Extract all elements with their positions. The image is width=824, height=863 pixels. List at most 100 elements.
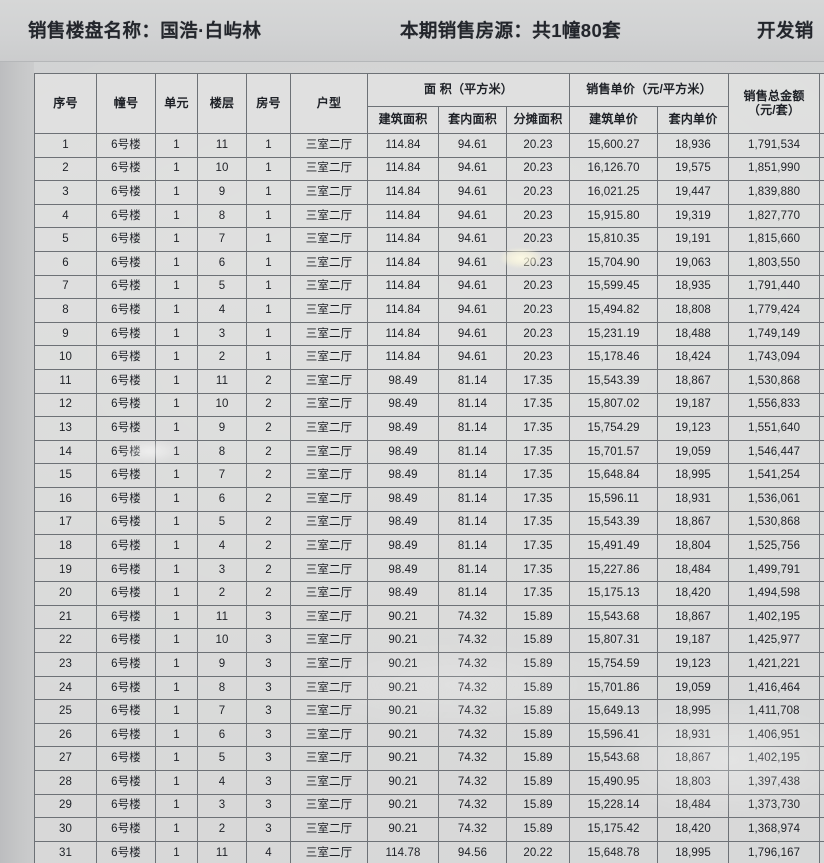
cell-status <box>819 486 824 512</box>
cell-total: 1,791,534 <box>728 133 821 158</box>
cell-area-inner: 74.32 <box>438 652 507 677</box>
cell-building: 6号楼 <box>96 486 156 512</box>
cell-floor: 2 <box>197 817 247 842</box>
table-row: 26 6号楼 1 6 3 三室二厅 90.21 74.32 15.89 15,596.41 18,9… <box>34 722 824 748</box>
table-row: 29 6号楼 1 3 3 三室二厅 90.21 74.32 15.89 15,228.14 18,4… <box>34 793 824 819</box>
table-row: 11 6号楼 1 11 2 三室二厅 98.49 81.14 17.35 15,543.39 18,… <box>34 368 824 394</box>
cell-area-shared: 17.35 <box>505 557 571 583</box>
cell-price-inner: 18,804 <box>657 534 730 559</box>
cell-unit: 1 <box>155 817 198 842</box>
cell-floor: 9 <box>197 652 247 677</box>
cell-status <box>819 510 824 536</box>
cell-area-inner: 94.61 <box>438 321 507 347</box>
cell-building: 6号楼 <box>96 274 156 300</box>
cell-room: 3 <box>246 652 291 677</box>
cell-area-build: 98.49 <box>367 534 439 559</box>
cell-room: 4 <box>246 840 291 863</box>
cell-area-build: 98.49 <box>367 463 439 488</box>
cell-area-build: 98.49 <box>367 486 439 512</box>
table-row: 25 6号楼 1 7 3 三室二厅 90.21 74.32 15.89 15,649.13 18,9… <box>34 699 824 724</box>
cell-price-build: 15,227.86 <box>569 557 659 583</box>
cell-area-build: 114.84 <box>367 203 439 229</box>
cell-price-build: 15,599.45 <box>569 274 659 300</box>
cell-area-shared: 20.23 <box>505 250 571 276</box>
cell-layout: 三室二厅 <box>290 770 368 795</box>
cell-price-build: 15,704.90 <box>569 250 659 276</box>
cell-area-shared: 20.23 <box>505 274 571 300</box>
cell-area-inner: 94.61 <box>438 298 507 323</box>
cell-total: 1,425,977 <box>728 628 821 654</box>
cell-area-build: 90.21 <box>367 699 439 724</box>
cell-area-shared: 20.23 <box>505 180 571 205</box>
cell-layout: 三室二厅 <box>290 581 368 606</box>
table-row: 6 6号楼 1 6 1 三室二厅 114.84 94.61 20.23 15,704.90 19,0… <box>34 250 824 276</box>
cell-price-inner: 18,488 <box>657 321 730 347</box>
cell-price-inner: 19,059 <box>657 439 730 465</box>
cell-price-inner: 18,931 <box>657 486 730 512</box>
col-header-floor: 楼层 <box>197 73 247 134</box>
cell-price-inner: 18,484 <box>657 793 730 819</box>
cell-unit: 1 <box>155 203 198 229</box>
cell-area-shared: 17.35 <box>505 392 571 418</box>
cell-area-build: 90.21 <box>367 604 439 630</box>
cell-layout: 三室二厅 <box>290 180 368 205</box>
sheet-banner: 销售楼盘名称：国浩·白屿林 本期销售房源：共1幢80套 开发销 <box>0 0 824 62</box>
cell-seq: 10 <box>34 345 97 370</box>
cell-seq: 22 <box>34 628 97 654</box>
cell-layout: 三室二厅 <box>290 628 368 654</box>
cell-building: 6号楼 <box>96 722 156 748</box>
cell-price-build: 15,231.19 <box>569 321 659 347</box>
cell-area-shared: 17.35 <box>505 581 571 606</box>
cell-status <box>819 274 824 300</box>
cell-floor: 5 <box>197 510 247 536</box>
cell-price-inner: 18,931 <box>657 722 730 748</box>
cell-unit: 1 <box>155 250 198 276</box>
cell-building: 6号楼 <box>96 439 156 465</box>
cell-building: 6号楼 <box>96 203 156 229</box>
cell-floor: 2 <box>197 581 247 606</box>
cell-building: 6号楼 <box>96 510 156 536</box>
cell-area-shared: 20.22 <box>505 840 571 863</box>
cell-area-inner: 94.61 <box>438 156 507 182</box>
cell-price-inner: 18,995 <box>657 840 730 863</box>
table-header: 序号 幢号 单元 楼层 房号 户型 面 积（平方米） 销售单价（元/平方米） 销… <box>34 73 824 134</box>
cell-status <box>819 463 824 488</box>
cell-floor: 6 <box>197 250 247 276</box>
cell-area-shared: 15.89 <box>505 817 571 842</box>
cell-room: 2 <box>246 486 291 512</box>
cell-price-inner: 18,867 <box>657 368 730 394</box>
cell-total: 1,541,254 <box>728 463 821 488</box>
cell-area-build: 90.21 <box>367 770 439 795</box>
cell-unit: 1 <box>155 463 198 488</box>
cell-seq: 14 <box>34 439 97 465</box>
cell-total: 1,402,195 <box>728 604 821 630</box>
cell-total: 1,525,756 <box>728 534 821 559</box>
table-row: 30 6号楼 1 2 3 三室二厅 90.21 74.32 15.89 15,175.42 18,4… <box>34 817 824 842</box>
cell-layout: 三室二厅 <box>290 368 368 394</box>
table-row: 12 6号楼 1 10 2 三室二厅 98.49 81.14 17.35 15,807.02 19,… <box>34 392 824 418</box>
cell-seq: 17 <box>34 510 97 536</box>
cell-building: 6号楼 <box>96 368 156 394</box>
cell-room: 1 <box>246 180 291 205</box>
cell-seq: 24 <box>34 675 97 701</box>
cell-total: 1,494,598 <box>728 581 821 606</box>
cell-area-shared: 17.35 <box>505 486 571 512</box>
cell-area-shared: 20.23 <box>505 345 571 370</box>
cell-status <box>819 345 824 370</box>
cell-price-build: 15,701.57 <box>569 439 659 465</box>
cell-building: 6号楼 <box>96 156 156 182</box>
table-row: 23 6号楼 1 9 3 三室二厅 90.21 74.32 15.89 15,754.59 19,1… <box>34 652 824 677</box>
cell-price-build: 15,649.13 <box>569 699 659 724</box>
col-header-price-inner: 套内单价 <box>657 106 730 134</box>
cell-room: 1 <box>246 203 291 229</box>
cell-total: 1,743,094 <box>728 345 821 370</box>
cell-price-inner: 19,123 <box>657 652 730 677</box>
cell-seq: 28 <box>34 770 97 795</box>
cell-building: 6号楼 <box>96 392 156 418</box>
cell-price-build: 16,126.70 <box>569 156 659 182</box>
cell-area-inner: 74.32 <box>438 770 507 795</box>
cell-room: 2 <box>246 392 291 418</box>
cell-room: 3 <box>246 793 291 819</box>
cell-total: 1,803,550 <box>728 250 821 276</box>
header-row-group: 序号 幢号 单元 楼层 房号 户型 面 积（平方米） 销售单价（元/平方米） 销… <box>34 73 824 134</box>
